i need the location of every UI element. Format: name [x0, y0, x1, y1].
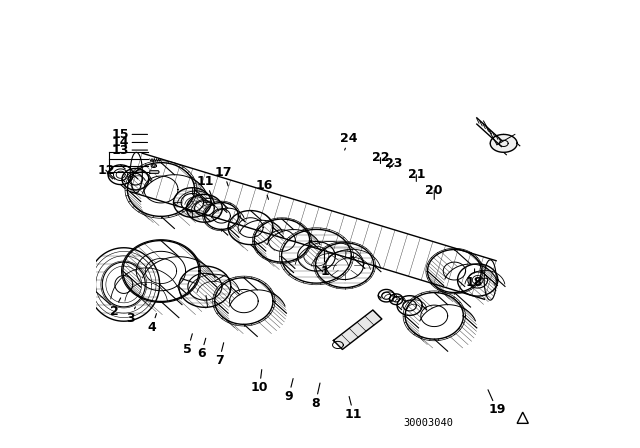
- Text: 4: 4: [148, 314, 156, 334]
- Text: 22: 22: [372, 151, 389, 164]
- Polygon shape: [490, 134, 517, 152]
- Text: 10: 10: [251, 370, 268, 394]
- Text: 11: 11: [197, 175, 214, 204]
- Text: 8: 8: [311, 383, 320, 410]
- Polygon shape: [150, 171, 159, 173]
- Text: 14: 14: [112, 136, 147, 149]
- Text: 15: 15: [112, 128, 147, 141]
- Text: 23: 23: [385, 157, 403, 170]
- Text: 11: 11: [345, 396, 362, 421]
- Text: 21: 21: [408, 168, 425, 181]
- Text: 13: 13: [112, 143, 147, 157]
- Text: 5: 5: [184, 334, 192, 356]
- Text: 19: 19: [488, 390, 506, 417]
- Text: 30003040: 30003040: [403, 418, 453, 428]
- Text: 16: 16: [255, 179, 273, 199]
- Text: 12: 12: [97, 164, 115, 179]
- Text: 1: 1: [320, 251, 329, 278]
- Text: 17: 17: [215, 166, 232, 186]
- Text: 18: 18: [466, 269, 483, 289]
- Text: 2: 2: [109, 298, 120, 318]
- Text: 24: 24: [340, 132, 358, 150]
- Text: 3: 3: [125, 307, 136, 325]
- Text: 6: 6: [197, 338, 205, 361]
- Text: 7: 7: [215, 343, 223, 367]
- Polygon shape: [333, 310, 382, 349]
- Text: 9: 9: [284, 379, 293, 403]
- Text: 20: 20: [426, 184, 443, 199]
